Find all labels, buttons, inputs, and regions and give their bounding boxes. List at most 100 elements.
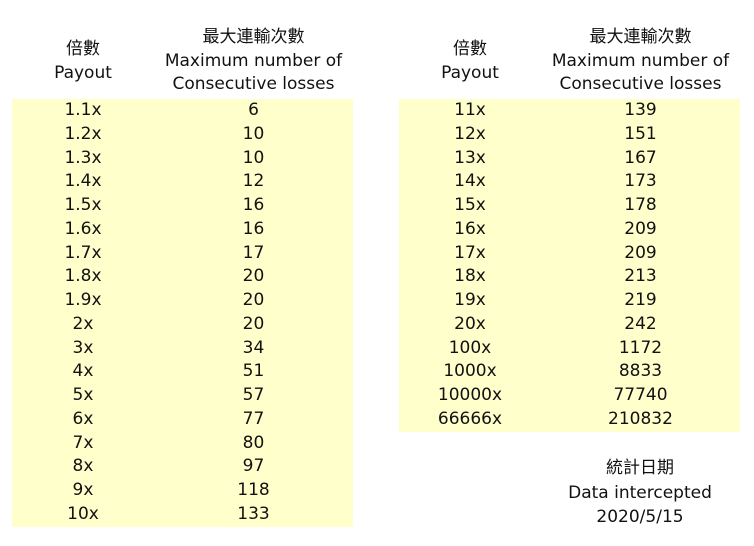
table-row: 15x 178 <box>399 194 740 218</box>
table-row: 1.3x 10 <box>12 147 353 171</box>
losses-cell: 20 <box>242 266 265 287</box>
losses-cell: 77740 <box>613 385 668 405</box>
losses-cell: 51 <box>242 361 265 382</box>
payout-cell: 1.7x <box>64 242 102 263</box>
payout-header-en: Payout <box>441 62 499 83</box>
payout-header-zh: 倍數 <box>453 39 487 59</box>
table-row: 5x 57 <box>12 384 353 408</box>
table-row: 7x 80 <box>12 432 353 456</box>
table-row: 100x 1172 <box>399 337 740 361</box>
table-row: 1.6x 16 <box>12 218 353 242</box>
table-row: 1.1x 6 <box>12 99 353 123</box>
payout-cell: 8x <box>72 456 94 477</box>
table-row: 1.4x 12 <box>12 170 353 194</box>
payout-cell: 18x <box>454 266 486 287</box>
losses-cell: 1172 <box>618 337 663 358</box>
payout-header-zh: 倍數 <box>66 39 100 59</box>
payout-cell: 1.8x <box>64 266 102 287</box>
payout-cell: 10x <box>67 503 99 524</box>
payout-cell: 1.2x <box>64 123 102 144</box>
payout-cell: 17x <box>454 242 486 263</box>
table-row: 10000x 77740 <box>399 384 740 408</box>
payout-cell: 12x <box>454 123 486 144</box>
table-row: 3x 34 <box>12 337 353 361</box>
table-row: 12x 151 <box>399 123 740 147</box>
table-row: 11x 139 <box>399 99 740 123</box>
losses-header-en2: Consecutive losses <box>172 74 335 94</box>
losses-cell: 77 <box>242 408 265 429</box>
table-row: 1.8x 20 <box>12 265 353 289</box>
table-row: 1.9x 20 <box>12 289 353 313</box>
table-row: 1000x 8833 <box>399 360 740 384</box>
payout-cell: 1.5x <box>64 195 102 215</box>
table-row: 19x 219 <box>399 289 740 313</box>
losses-header-en1: Maximum number of <box>551 50 730 71</box>
payout-header: 倍數 Payout <box>399 38 541 85</box>
losses-cell: 97 <box>242 456 265 477</box>
losses-cell: 20 <box>242 313 265 334</box>
losses-cell: 210832 <box>608 408 673 429</box>
losses-cell: 209 <box>624 218 657 239</box>
payout-cell: 15x <box>454 195 486 215</box>
table-row: 1.5x 16 <box>12 194 353 218</box>
losses-cell: 178 <box>624 195 657 215</box>
losses-cell: 167 <box>624 147 657 168</box>
table-row: 13x 167 <box>399 147 740 171</box>
losses-cell: 16 <box>242 195 265 215</box>
table-row: 1.7x 17 <box>12 242 353 266</box>
table-row: 18x 213 <box>399 265 740 289</box>
losses-cell: 10 <box>242 147 265 168</box>
losses-cell: 242 <box>624 313 657 334</box>
table-row: 14x 173 <box>399 170 740 194</box>
losses-cell: 6 <box>248 100 259 120</box>
losses-header: 最大連輸次數 Maximum number of Consecutive losse… <box>154 26 353 97</box>
losses-cell: 57 <box>242 385 265 405</box>
payout-cell: 66666x <box>437 408 503 429</box>
payout-cell: 1.9x <box>64 290 102 310</box>
losses-cell: 173 <box>624 171 657 192</box>
losses-cell: 133 <box>237 503 270 524</box>
note-date: 2020/5/15 <box>596 507 684 527</box>
losses-cell: 34 <box>242 337 265 358</box>
losses-cell: 20 <box>242 290 265 310</box>
losses-header-en1: Maximum number of <box>164 50 343 71</box>
payout-header: 倍數 Payout <box>12 38 154 85</box>
payout-cell: 13x <box>454 147 486 168</box>
table-row: 2x 20 <box>12 313 353 337</box>
payout-cell: 14x <box>454 171 486 192</box>
table-row: 16x 209 <box>399 218 740 242</box>
table-header: 倍數 Payout 最大連輸次數 Maximum number of Consecut… <box>12 26 353 100</box>
note-en: Data intercepted <box>568 482 712 503</box>
losses-header: 最大連輸次數 Maximum number of Consecutive losse… <box>541 26 740 97</box>
payout-cell: 9x <box>72 480 94 500</box>
losses-cell: 151 <box>624 123 657 144</box>
losses-header-en2: Consecutive losses <box>559 74 722 94</box>
payout-cell: 1.4x <box>64 171 102 192</box>
losses-header-zh: 最大連輸次數 <box>589 27 692 47</box>
losses-cell: 209 <box>624 242 657 263</box>
payout-cell: 19x <box>454 290 486 310</box>
losses-cell: 213 <box>624 266 657 287</box>
payout-cell: 100x <box>448 337 492 358</box>
payout-cell: 7x <box>72 432 94 453</box>
payout-cell: 20x <box>454 313 486 334</box>
table-body: 11x 139 12x 151 13x 167 14x 173 15x 178 16x 209 17x 2… <box>399 99 740 432</box>
losses-cell: 8833 <box>618 361 663 382</box>
losses-cell: 80 <box>242 432 265 453</box>
payout-cell: 1.1x <box>64 100 102 120</box>
table-body: 1.1x 6 1.2x 10 1.3x 10 1.4x 12 1.5x 16 1.6x 16 1.7x 1… <box>12 99 353 527</box>
losses-cell: 10 <box>242 123 265 144</box>
payout-cell: 16x <box>454 218 486 239</box>
table-row: 6x 77 <box>12 408 353 432</box>
payout-cell: 2x <box>72 313 94 334</box>
note-zh: 統計日期 <box>606 458 674 478</box>
payout-cell: 11x <box>454 100 486 120</box>
payout-cell: 4x <box>72 361 94 382</box>
payout-header-en: Payout <box>54 62 112 83</box>
payout-cell: 10000x <box>437 385 503 405</box>
payout-cell: 5x <box>72 385 94 405</box>
table-row: 1.2x 10 <box>12 123 353 147</box>
losses-cell: 12 <box>242 171 265 192</box>
payout-cell: 1.3x <box>64 147 102 168</box>
payout-cell: 1.6x <box>64 218 102 239</box>
